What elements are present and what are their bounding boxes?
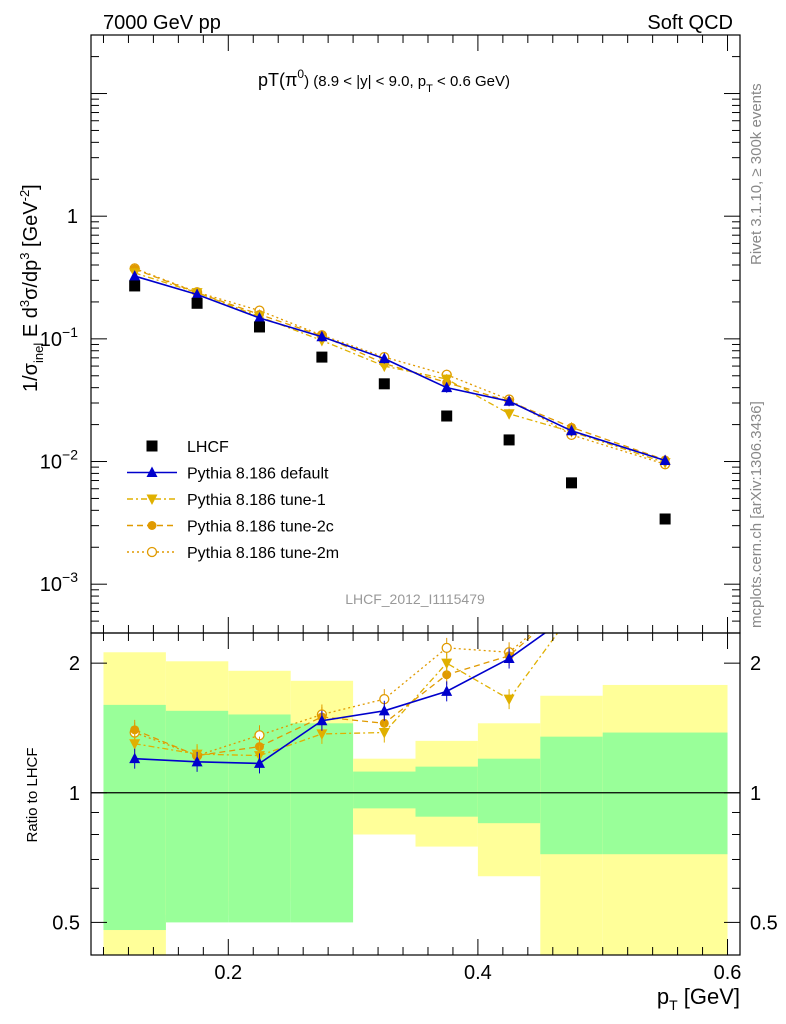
ratio-axis-label: Ratio to LHCF: [24, 747, 41, 842]
ratio-tick-label-right: 0.5: [750, 912, 778, 934]
point-data: [253, 321, 265, 333]
rivet-label: Rivet 3.1.10, ≥ 300k events: [748, 83, 765, 265]
ratio-point-default: [253, 757, 265, 768]
legend-marker-tune2c: [147, 521, 157, 530]
legend-marker-tune1: [146, 494, 158, 505]
series-line-tune2c: [134, 268, 666, 461]
ratio-point-tune1: [129, 739, 141, 750]
legend-label: Pythia 8.186 default: [187, 466, 329, 483]
y-tick-label: 1: [67, 206, 78, 228]
ratio-point-default: [503, 652, 515, 664]
point-data: [441, 410, 453, 422]
point-default: [129, 270, 141, 281]
ratio-point-default: [660, 581, 671, 592]
ratio-point-default: [566, 608, 577, 619]
point-default: [378, 352, 390, 364]
ratio-bands: [91, 652, 740, 955]
point-default: [441, 381, 453, 393]
point-default: [253, 311, 265, 323]
point-default: [503, 395, 515, 406]
point-data: [129, 280, 141, 292]
y-tick-label: 10−2: [40, 447, 78, 474]
y-axis-label: 1/σinel E d3σ/dp3 [GeV-2]: [17, 184, 46, 392]
ratio-point-tune2m: [441, 642, 452, 654]
point-tune1: [503, 409, 515, 420]
ratio-tick-label-left: 1: [69, 783, 80, 805]
main-frame: [90, 34, 741, 634]
ratio-point-tune2c: [442, 670, 452, 680]
band-inner: [477, 758, 541, 824]
point-data: [503, 434, 515, 446]
ratio-point-default: [316, 714, 328, 726]
point-data: [191, 297, 203, 309]
ratio-series: [129, 581, 671, 774]
ratio-tick-label-right: 1: [750, 783, 761, 805]
energy-label: 7000 GeV pp: [103, 12, 221, 34]
point-data: [566, 477, 578, 489]
ratio-point-tune2m: [661, 583, 670, 592]
main-series: [129, 263, 671, 525]
ratio-point-tune1: [378, 728, 390, 739]
legend-label: Pythia 8.186 tune-2c: [187, 519, 334, 536]
ratio-point-tune2c: [661, 583, 670, 592]
band-inner: [290, 723, 354, 923]
point-tune1: [378, 361, 390, 373]
y-tick-label: 10−1: [40, 324, 78, 351]
ratio-point-tune2c: [130, 725, 140, 735]
ratio-tick-label-left: 0.5: [52, 912, 80, 934]
point-default: [566, 424, 578, 436]
legend-marker-default: [146, 466, 158, 477]
legend-label: Pythia 8.186 tune-2m: [187, 545, 339, 562]
legend-marker-tune2m: [146, 546, 158, 558]
point-default: [191, 288, 203, 299]
point-data: [659, 513, 671, 525]
legend-label: Pythia 8.186 tune-1: [187, 492, 326, 509]
ratio-point-default: [191, 755, 203, 767]
ratio-point-default: [129, 752, 141, 764]
ratio-point-tune1: [660, 583, 671, 594]
band-inner: [353, 771, 416, 809]
ratio-frame: [90, 632, 741, 956]
x-tick-label: 0.6: [714, 962, 742, 984]
legend: LHCF Pythia 8.186 default Pythia 8.186 tun…: [127, 439, 339, 562]
ratio-point-tune2c: [567, 596, 576, 605]
band-inner: [540, 736, 603, 855]
category-label: Soft QCD: [647, 12, 733, 34]
plot-title: pT(π0) (8.9 < |y| < 9.0, pT < 0.6 GeV): [258, 67, 510, 95]
ratio-point-tune2m: [567, 596, 576, 605]
band-inner: [602, 732, 728, 855]
x-tick-label: 0.2: [214, 962, 242, 984]
x-tick-label: 0.4: [464, 962, 492, 984]
axes: 1 10−1 10−2 10−3 2 2 1 1 0.5 0.5 0.2 0.4 0.6: [40, 34, 778, 984]
x-axis-label: pT [GeV]: [657, 984, 740, 1013]
point-data: [316, 351, 328, 363]
analysis-id: LHCF_2012_I1115479: [345, 591, 485, 607]
ratio-point-tune1: [566, 610, 577, 621]
point-default: [659, 454, 671, 465]
y-tick-label: 10−3: [40, 569, 78, 596]
ratio-point-tune1: [503, 694, 515, 706]
ratio-tick-label-left: 2: [69, 653, 80, 675]
mcplots-label: mcplots.cern.ch [arXiv:1306.3436]: [748, 401, 765, 628]
point-tune1: [441, 374, 453, 386]
band-inner: [415, 766, 478, 817]
ratio-point-tune1: [441, 658, 453, 670]
band-inner: [165, 710, 229, 923]
ratio-point-tune1: [316, 729, 328, 740]
ratio-tick-label-right: 2: [750, 653, 761, 675]
ratio-point-default: [441, 685, 453, 696]
ratio-point-default: [378, 704, 390, 716]
legend-label: LHCF: [187, 439, 229, 456]
legend-marker-data: [146, 440, 158, 452]
point-default: [316, 330, 328, 342]
point-data: [378, 378, 390, 390]
